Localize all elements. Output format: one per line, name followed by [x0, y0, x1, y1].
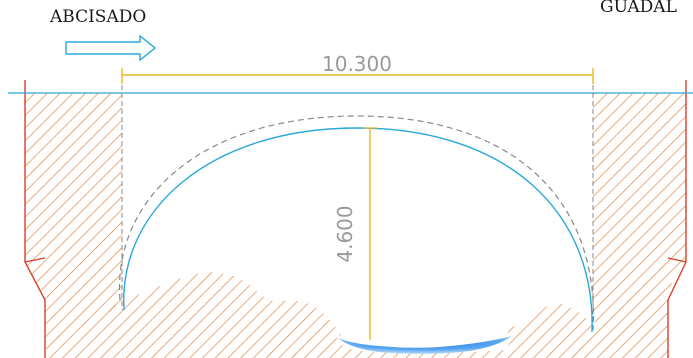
- span-dimension: 10.300: [121, 52, 594, 84]
- inner-arch: [123, 127, 593, 333]
- right-edge-outline: [667, 80, 687, 358]
- left-edge-break: [24, 257, 46, 263]
- right-abutment: [593, 93, 686, 358]
- left-abutment: [25, 93, 122, 342]
- right-arrow-icon: [65, 34, 157, 62]
- right-cut-label: GUADAL: [600, 0, 677, 17]
- channel-bed: [45, 272, 600, 358]
- abscissa-label: ABCISADO: [49, 7, 146, 27]
- right-edge-break: [667, 257, 687, 263]
- left-edge-outline: [24, 80, 46, 358]
- rise-dimension: 4.600: [333, 127, 377, 340]
- span-dimension-label: 10.300: [322, 52, 392, 76]
- outer-arch-profile: [118, 115, 594, 331]
- water-body: [338, 336, 512, 354]
- rise-dimension-label: 4.600: [333, 205, 357, 262]
